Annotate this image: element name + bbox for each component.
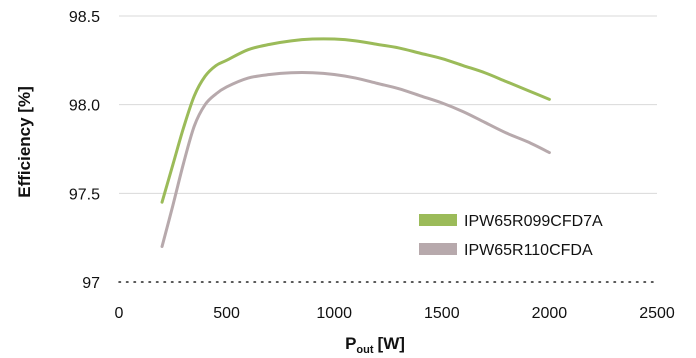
y-tick-label: 98.0 <box>69 98 100 115</box>
x-axis-title-main: P <box>345 334 356 353</box>
series-line-ipw65r099cfd7a <box>162 39 549 202</box>
x-tick-labels: 0 500 1000 1500 2000 2500 <box>115 305 675 322</box>
x-axis-title-unit: [W] <box>378 334 405 353</box>
y-tick-label: 97.5 <box>69 186 100 203</box>
y-tick-label: 97 <box>82 275 100 292</box>
legend-swatch-ipw65r099cfd7a <box>419 214 457 226</box>
y-tick-label: 98.5 <box>69 9 100 26</box>
legend-label-ipw65r110cfda: IPW65R110CFDA <box>464 242 593 259</box>
legend-label-ipw65r099cfd7a: IPW65R099CFD7A <box>464 213 603 230</box>
y-tick-labels: 97 97.5 98.0 98.5 <box>69 9 100 292</box>
x-tick-label: 0 <box>115 305 124 322</box>
gridlines <box>119 16 657 193</box>
x-tick-label: 1000 <box>316 305 352 322</box>
y-axis-title: Efficiency [%] <box>15 86 34 197</box>
x-tick-label: 1500 <box>424 305 460 322</box>
x-tick-label: 500 <box>213 305 240 322</box>
x-tick-label: 2500 <box>639 305 675 322</box>
legend: IPW65R099CFD7A IPW65R110CFDA <box>419 213 603 259</box>
x-axis-title-subscript: out <box>356 344 373 356</box>
legend-swatch-ipw65r110cfda <box>419 243 457 255</box>
x-axis-title: Pout [W] <box>345 334 405 356</box>
x-tick-label: 2000 <box>532 305 568 322</box>
